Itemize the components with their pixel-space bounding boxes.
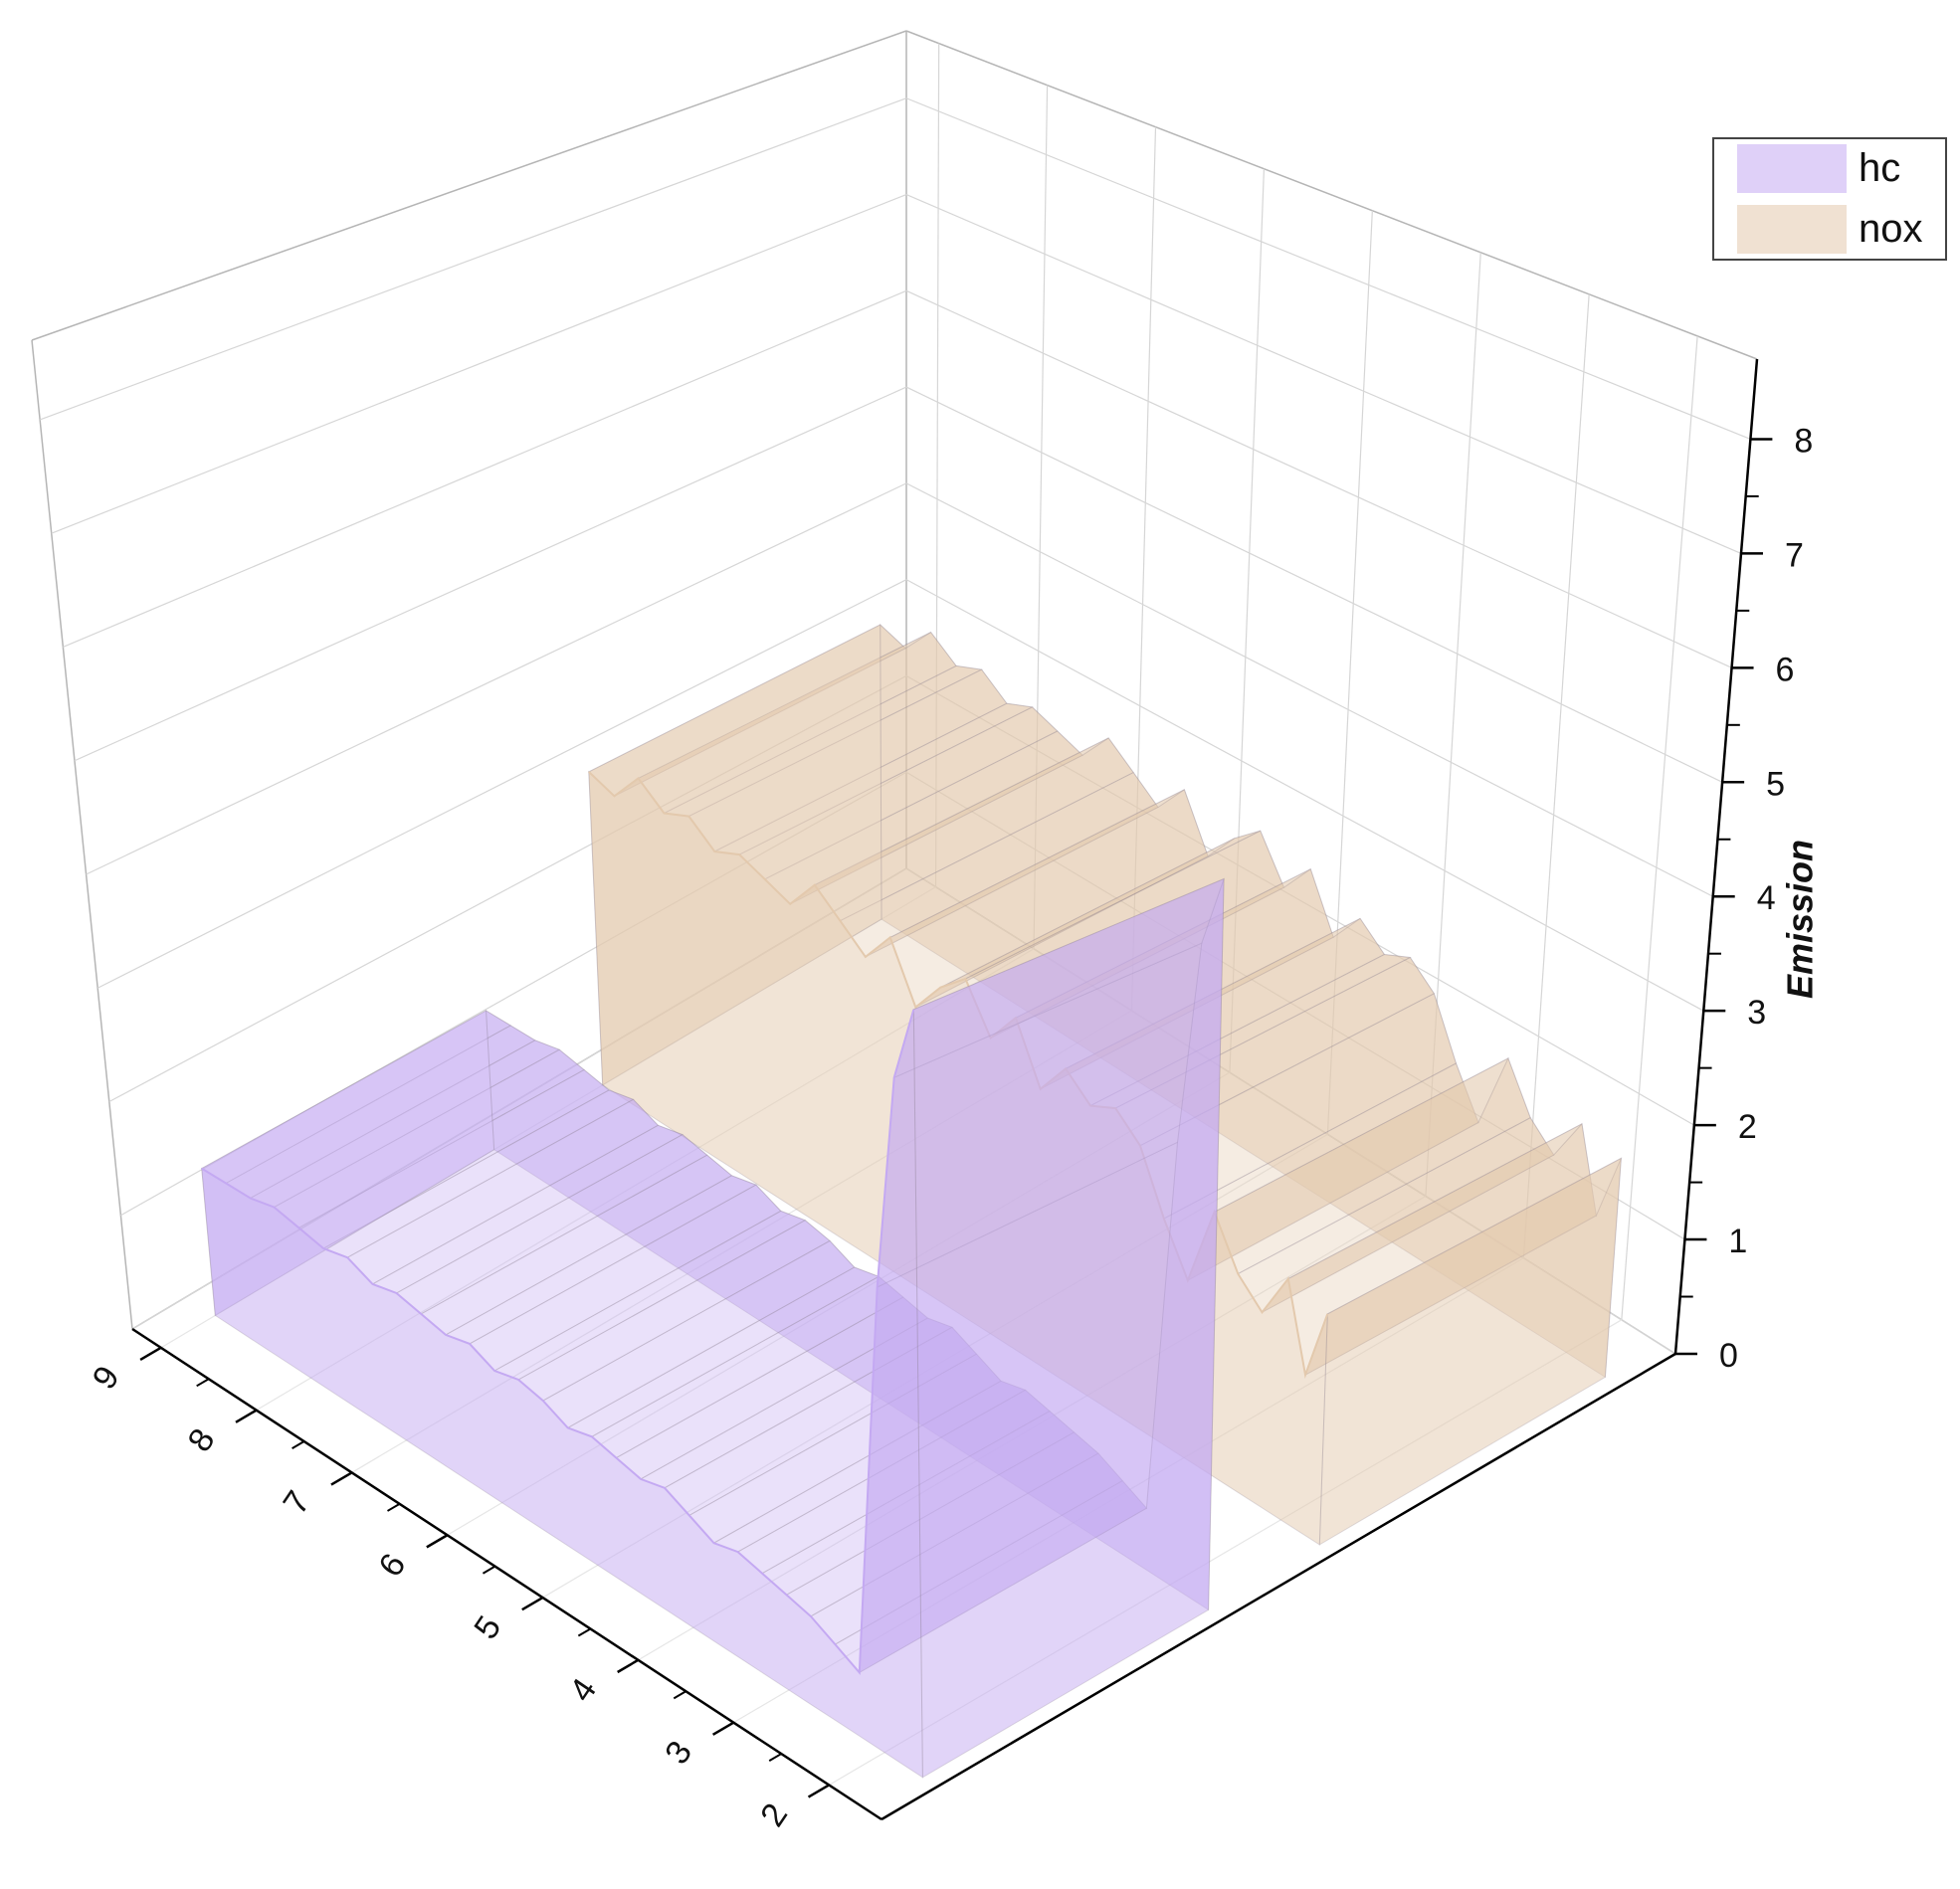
- x-tick-label: 4: [562, 1672, 604, 1709]
- x-tick: [426, 1534, 449, 1549]
- x-tick: [235, 1409, 258, 1423]
- box-edge: [905, 30, 1758, 360]
- grid-line: [905, 193, 1742, 554]
- z-axis-line: [1673, 358, 1759, 1355]
- z-axis-title: Emission: [1780, 840, 1821, 999]
- x-tick-label: 3: [658, 1734, 699, 1771]
- x-tick-label: 7: [276, 1484, 317, 1521]
- z-tick-label: 8: [1794, 422, 1813, 460]
- x-axis-line: [131, 1327, 882, 1821]
- z-tick-label: 3: [1747, 994, 1766, 1032]
- x-tick-label: 6: [371, 1547, 413, 1584]
- legend: hc nox: [1712, 137, 1947, 261]
- x-tick-label: 5: [467, 1609, 508, 1646]
- x-tick: [521, 1596, 544, 1611]
- z-tick-label: 4: [1757, 879, 1776, 917]
- grid-line: [905, 482, 1713, 897]
- x-minor-tick: [292, 1440, 305, 1449]
- grid-line: [74, 386, 907, 762]
- legend-label: nox: [1859, 207, 1923, 251]
- z-tick-label: 7: [1785, 536, 1804, 574]
- wall-end-cap: [912, 877, 1225, 1779]
- grid-line: [905, 97, 1751, 441]
- legend-swatch: [1737, 144, 1847, 193]
- x-minor-tick: [673, 1690, 686, 1700]
- x-minor-tick: [387, 1502, 401, 1512]
- z-tick-label: 2: [1738, 1108, 1757, 1146]
- grid-line: [905, 289, 1732, 668]
- walls: [200, 623, 1623, 1779]
- z-tick-label: 6: [1776, 651, 1795, 688]
- x-tick: [711, 1721, 734, 1736]
- x-minor-tick: [196, 1378, 210, 1388]
- grid-line: [51, 193, 907, 534]
- wall-end-cap: [1318, 1157, 1622, 1546]
- z-tick-label: 1: [1728, 1223, 1747, 1260]
- grid-line: [905, 579, 1704, 1012]
- box-edge: [31, 30, 907, 341]
- x-tick: [617, 1658, 640, 1674]
- z-tick-label: 0: [1719, 1337, 1738, 1375]
- labels: 2 3 4 5 6 7 8 9 0 1 2 3 4 5 6 7 8 hc nox: [86, 137, 1947, 1833]
- legend-swatch: [1737, 205, 1847, 254]
- axes: [131, 358, 1773, 1821]
- box-edge: [31, 339, 133, 1330]
- depth-axis-line: [881, 1352, 1676, 1821]
- grid-line: [1522, 293, 1590, 1258]
- x-tick: [807, 1784, 830, 1798]
- x-tick-label: 9: [86, 1360, 127, 1397]
- x-minor-tick: [482, 1565, 496, 1575]
- grid-line: [39, 97, 907, 421]
- grid-line: [1621, 335, 1698, 1320]
- grid-line: [86, 482, 907, 875]
- x-tick: [139, 1346, 162, 1362]
- grid-line: [905, 386, 1723, 783]
- x-tick-label: 8: [180, 1421, 222, 1458]
- x-minor-tick: [768, 1753, 782, 1763]
- wall-0: [200, 877, 1225, 1779]
- grid-line: [63, 289, 907, 649]
- legend-label: hc: [1859, 146, 1900, 190]
- x-tick: [330, 1471, 353, 1486]
- x-minor-tick: [577, 1627, 591, 1637]
- grid-line: [97, 579, 907, 989]
- z-tick-label: 5: [1766, 765, 1785, 803]
- x-tick-label: 2: [753, 1796, 795, 1833]
- wall-top-line: [201, 1009, 915, 1675]
